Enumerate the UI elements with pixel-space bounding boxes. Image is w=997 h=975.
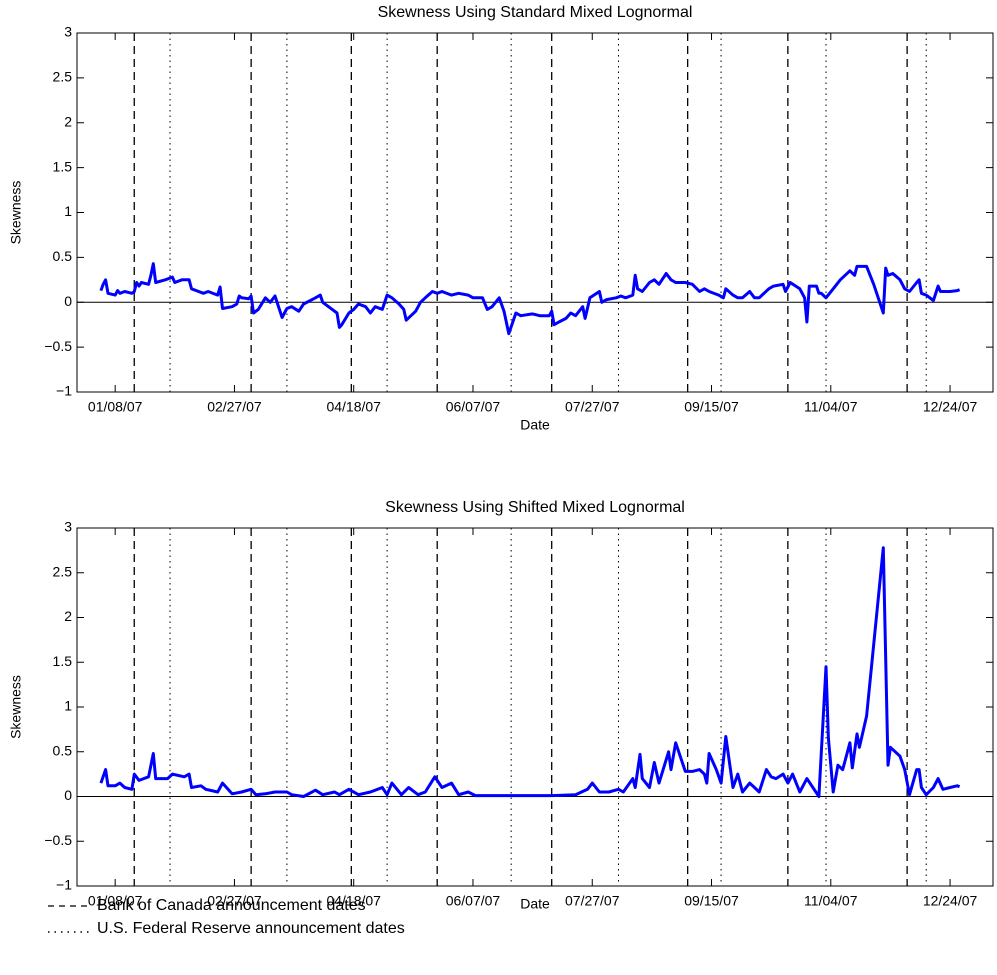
- y-tick-label: 2.5: [53, 69, 73, 85]
- legend-label: U.S. Federal Reserve announcement dates: [97, 920, 405, 937]
- y-tick-label: 1: [64, 698, 72, 714]
- y-tick-label: 0: [64, 787, 72, 803]
- y-axis-label: Skewness: [8, 675, 24, 739]
- y-tick-label: −1: [56, 877, 72, 893]
- x-tick-label: 01/08/07: [88, 399, 143, 415]
- x-tick-label: 07/27/07: [565, 399, 620, 415]
- x-tick-label: 11/04/07: [804, 893, 858, 909]
- x-tick-label: 07/27/07: [565, 893, 620, 909]
- y-tick-label: 0.5: [53, 248, 73, 264]
- x-tick-label: 09/15/07: [684, 893, 739, 909]
- x-tick-label: 02/27/07: [207, 893, 262, 909]
- x-tick-label: 12/24/07: [923, 893, 978, 909]
- plot-frame: [76, 32, 994, 393]
- y-tick-label: 3: [64, 24, 72, 40]
- x-tick-label: 06/07/07: [446, 399, 501, 415]
- y-tick-label: 1.5: [53, 158, 73, 174]
- y-tick-label: 2: [64, 113, 72, 129]
- x-axis-label: Date: [520, 417, 550, 433]
- x-tick-label: 06/07/07: [446, 893, 501, 909]
- x-axis-label: Date: [520, 896, 550, 912]
- x-tick-label: 09/15/07: [684, 399, 739, 415]
- x-tick-label: 02/27/07: [207, 399, 262, 415]
- series-line: [99, 546, 961, 798]
- y-tick-label: 1.5: [53, 653, 73, 669]
- chart-title: Skewness Using Standard Mixed Lognormal: [378, 4, 693, 21]
- x-tick-label: 01/08/07: [88, 893, 143, 909]
- chart-title: Skewness Using Shifted Mixed Lognormal: [385, 499, 685, 516]
- y-tick-label: −0.5: [44, 338, 72, 354]
- x-tick-label: 04/18/07: [326, 399, 381, 415]
- y-axis-label: Skewness: [8, 181, 24, 245]
- x-tick-label: 11/04/07: [804, 399, 858, 415]
- plot-frame: [76, 527, 994, 887]
- y-tick-label: 1: [64, 203, 72, 219]
- y-tick-label: −1: [56, 383, 72, 399]
- y-tick-label: 3: [64, 519, 72, 535]
- y-tick-label: 0: [64, 293, 72, 309]
- x-tick-label: 12/24/07: [923, 399, 978, 415]
- y-tick-label: −0.5: [44, 832, 72, 848]
- series-line: [99, 262, 961, 336]
- legend-label: Bank of Canada announcement dates: [97, 897, 366, 914]
- y-tick-label: 0.5: [53, 742, 73, 758]
- y-tick-label: 2: [64, 608, 72, 624]
- y-tick-label: 2.5: [53, 563, 73, 579]
- x-tick-label: 04/18/07: [326, 893, 381, 909]
